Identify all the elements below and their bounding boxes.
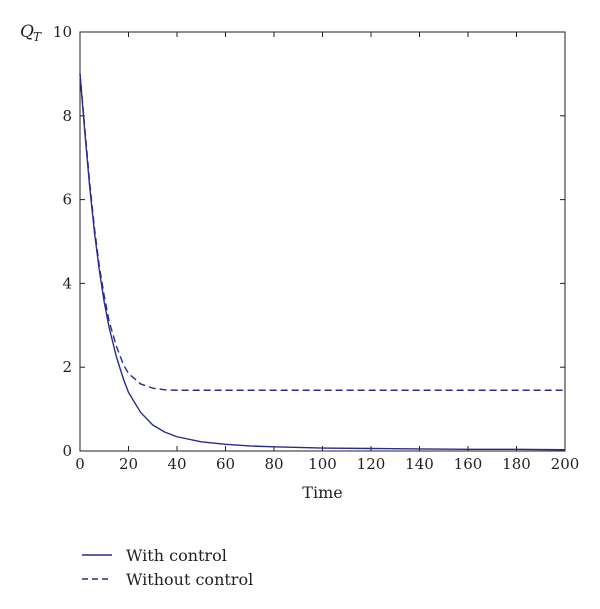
- svg-text:T: T: [33, 30, 42, 44]
- legend-label-without-control: Without control: [126, 570, 253, 589]
- series-line-with-control: [79, 73, 566, 451]
- y-tick-label: 0: [62, 442, 72, 460]
- x-tick-label: 40: [167, 455, 186, 473]
- x-tick-label: 100: [308, 455, 337, 473]
- y-tick-label: 10: [53, 23, 72, 41]
- x-tick-label: 200: [551, 455, 580, 473]
- x-tick-label: 180: [502, 455, 531, 473]
- tick-labels: 0 20 40 60 80 100 120 140 160 180 200 0 2 4 6 8 10: [53, 23, 579, 473]
- x-tick-label: 0: [75, 455, 85, 473]
- y-tick-label: 8: [62, 107, 72, 125]
- series-lines: [79, 73, 566, 451]
- x-tick-label: 120: [357, 455, 386, 473]
- x-tick-label: 20: [119, 455, 138, 473]
- y-tick-label: 2: [62, 358, 72, 376]
- legend-label-with-control: With control: [126, 546, 227, 565]
- series-line-without-control: [79, 73, 565, 391]
- x-tick-label: 140: [405, 455, 434, 473]
- x-tick-label: 160: [454, 455, 483, 473]
- y-tick-label: 6: [62, 191, 72, 209]
- y-tick-label: 4: [62, 274, 72, 292]
- x-axis-label: Time: [302, 483, 342, 502]
- x-tick-label: 60: [216, 455, 235, 473]
- legend: With control Without control: [82, 546, 253, 589]
- x-tick-label: 80: [264, 455, 283, 473]
- svg-text:Q: Q: [20, 22, 34, 42]
- y-axis-label: Q T: [20, 22, 42, 44]
